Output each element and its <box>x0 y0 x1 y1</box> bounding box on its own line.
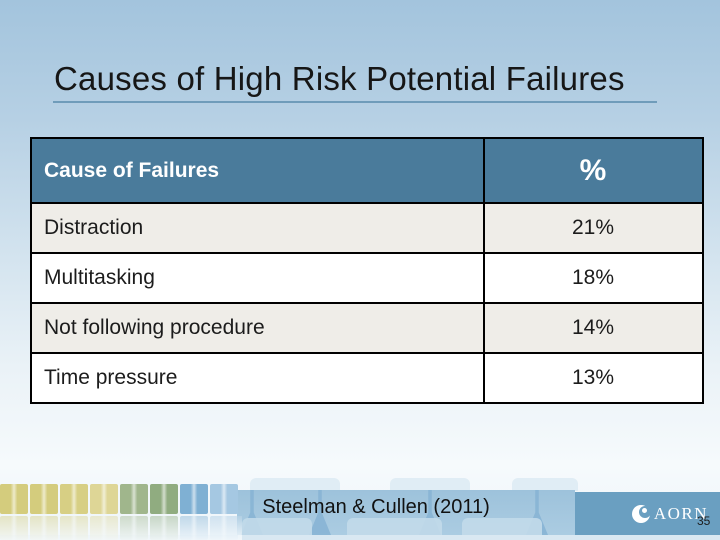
band-reflection-blob <box>347 518 442 535</box>
percent-cell: 21% <box>483 202 704 254</box>
decor-square <box>180 484 208 514</box>
cause-cell: Multitasking <box>30 252 485 304</box>
decor-square <box>60 484 88 514</box>
decor-square <box>120 484 148 514</box>
table-header-percent: % <box>483 137 704 204</box>
table-row: Time pressure 13% <box>30 352 704 404</box>
percent-cell: 13% <box>483 352 704 404</box>
decor-square <box>210 484 238 514</box>
aorn-emblem-icon <box>631 504 651 523</box>
band-top-highlight <box>390 478 470 491</box>
table-header-cause: Cause of Failures <box>30 137 485 204</box>
decor-square <box>150 484 178 514</box>
citation-text: Steelman & Cullen (2011) <box>262 496 490 518</box>
percent-cell: 18% <box>483 252 704 304</box>
table-header-row: Cause of Failures % <box>30 137 704 204</box>
slide-title: Causes of High Risk Potential Failures <box>54 60 625 97</box>
footer-band <box>237 490 575 535</box>
percent-cell: 14% <box>483 302 704 354</box>
band-top-highlight <box>250 478 340 491</box>
decor-square <box>30 484 58 514</box>
band-top-highlight <box>512 478 578 491</box>
band-reflection-blob <box>462 518 542 535</box>
cause-cell: Not following procedure <box>30 302 485 354</box>
cause-cell: Distraction <box>30 202 485 254</box>
table-row: Distraction 21% <box>30 202 704 254</box>
failures-table: Cause of Failures % Distraction 21% Mult… <box>30 137 704 404</box>
decor-square <box>90 484 118 514</box>
reflection-fade <box>0 516 242 540</box>
bottom-strip <box>0 535 720 540</box>
table-row: Not following procedure 14% <box>30 302 704 354</box>
table-row: Multitasking 18% <box>30 252 704 304</box>
aorn-logo-text: AORN <box>653 503 708 523</box>
decor-square <box>0 484 28 514</box>
title-underline <box>53 101 657 103</box>
aorn-logo-band: AORN <box>575 492 720 535</box>
cause-cell: Time pressure <box>30 352 485 404</box>
decor-squares <box>0 484 238 514</box>
page-number: 35 <box>697 514 711 528</box>
band-reflection-blob <box>242 518 312 535</box>
